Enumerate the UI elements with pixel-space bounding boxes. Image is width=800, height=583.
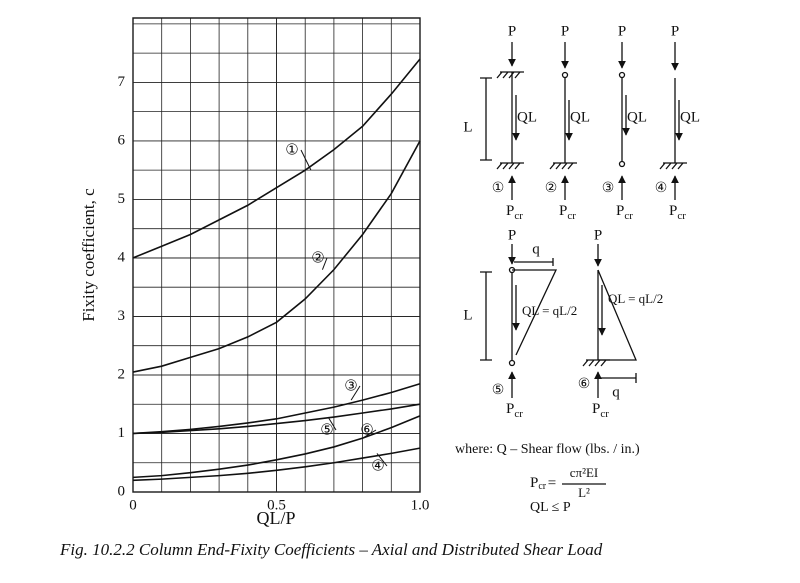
load-label: P	[508, 227, 516, 243]
column-number: ⑤	[492, 382, 505, 398]
reaction-symbol: P	[506, 203, 514, 219]
series-line	[132, 447, 421, 482]
reaction-label: Pcr	[669, 203, 686, 221]
y-tick-label: 1	[118, 425, 126, 441]
column-number: ⑥	[578, 376, 591, 392]
load-label: P	[508, 23, 516, 39]
label-leader	[327, 416, 337, 431]
x-tick-label: 0.5	[267, 497, 286, 513]
shear-label: QL = qL/2	[608, 291, 663, 306]
reaction-symbol: P	[616, 203, 624, 219]
reaction-label: Pcr	[616, 203, 633, 221]
label-leader	[350, 385, 361, 401]
column-number: ③	[602, 180, 615, 196]
reaction-symbol: P	[559, 203, 567, 219]
q-label: q	[612, 384, 620, 400]
reaction-subscript: cr	[677, 210, 686, 222]
formula-symbol: P	[530, 475, 538, 491]
column-number: ①	[492, 180, 505, 196]
shear-label: QL	[680, 109, 700, 125]
y-tick-label: 6	[118, 132, 126, 148]
shear-label: QL	[570, 109, 590, 125]
series-label: ⑤	[320, 421, 333, 439]
series-label: ①	[285, 141, 298, 159]
column-number: ④	[655, 180, 668, 196]
x-tick-label: 0	[129, 497, 137, 513]
chart: 0 1 2 3 4 5 6 7 0 0.5 1.0 ① ② ③ ④ ⑤ ⑥	[118, 17, 430, 513]
caption: Fig. 10.2.2 Column End-Fixity Coefficien…	[59, 540, 603, 559]
series-line	[132, 415, 421, 479]
series-line	[132, 58, 421, 259]
formula-eq: =	[548, 475, 556, 491]
load-label: P	[561, 23, 569, 39]
y-tick-label: 4	[118, 249, 126, 265]
series-label: ⑥	[360, 421, 373, 439]
label-leader	[321, 257, 328, 270]
column-number: ②	[545, 180, 558, 196]
length-label: L	[463, 307, 472, 323]
shear-label: QL	[627, 109, 647, 125]
load-label: P	[618, 23, 626, 39]
load-label: P	[594, 227, 602, 243]
y-tick-label: 2	[118, 366, 126, 382]
y-tick-label: 0	[118, 483, 126, 499]
reaction-subscript: cr	[514, 408, 523, 420]
where-text: where: Q – Shear flow (lbs. / in.)	[455, 442, 640, 457]
reaction-symbol: P	[669, 203, 677, 219]
series-line	[132, 140, 421, 373]
reaction-subscript: cr	[514, 210, 523, 222]
series-label: ④	[371, 457, 384, 475]
series-line	[132, 403, 421, 435]
x-tick-label: 1.0	[411, 497, 430, 513]
reaction-subscript: cr	[600, 408, 609, 420]
condition: QL ≤ P	[530, 500, 571, 515]
reaction-label: Pcr	[506, 203, 523, 221]
q-label: q	[532, 241, 540, 257]
x-axis-label: QL/P	[256, 508, 295, 528]
series-label: ③	[344, 377, 357, 395]
reaction-label: Pcr	[592, 401, 609, 419]
reaction-label: Pcr	[506, 401, 523, 419]
label-leader	[362, 429, 377, 439]
length-label: L	[463, 119, 472, 135]
formula-numerator: cπ²EI	[570, 465, 599, 480]
shear-label: QL = qL/2	[522, 303, 577, 318]
series-label: ②	[311, 249, 324, 267]
series-line	[132, 382, 421, 435]
reaction-subscript: cr	[624, 210, 633, 222]
reaction-symbol: P	[592, 401, 600, 417]
shear-label: QL	[517, 109, 537, 125]
label-leader	[300, 149, 312, 171]
reaction-subscript: cr	[567, 210, 576, 222]
label-leader	[376, 453, 388, 467]
y-tick-label: 7	[118, 74, 126, 90]
y-tick-label: 3	[118, 308, 126, 324]
y-axis-label: Fixity coefficient, c	[79, 188, 98, 322]
formula-denominator: L²	[578, 485, 590, 500]
y-tick-label: 5	[118, 191, 126, 207]
formula-lhs: Pcr	[530, 475, 547, 492]
reaction-label: Pcr	[559, 203, 576, 221]
load-label: P	[671, 23, 679, 39]
reaction-symbol: P	[506, 401, 514, 417]
formula-subscript: cr	[538, 481, 546, 492]
